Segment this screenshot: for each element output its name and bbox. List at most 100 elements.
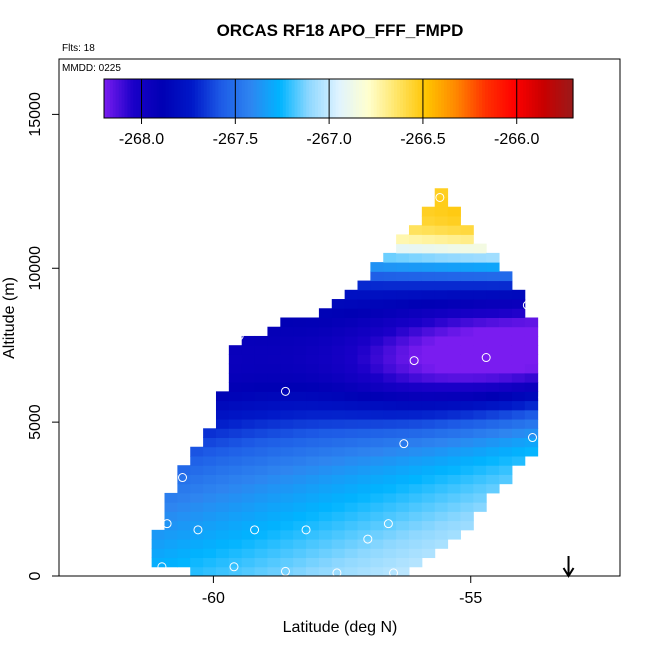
colorbar-swatch: [487, 79, 492, 118]
heatmap-cell: [434, 225, 449, 235]
heatmap-cell: [203, 492, 217, 503]
heatmap-cell: [241, 428, 256, 439]
heatmap-cell: [306, 465, 320, 475]
heatmap-cell: [370, 529, 384, 540]
heatmap-cell: [396, 391, 410, 402]
heatmap-cell: [499, 372, 513, 383]
heatmap-cell: [254, 419, 268, 429]
heatmap-cell: [421, 520, 436, 531]
heatmap-cell: [241, 492, 256, 503]
heatmap-cell: [434, 492, 449, 503]
heatmap-cell: [344, 409, 359, 420]
heatmap-cell: [331, 335, 346, 346]
heatmap-cell: [370, 511, 384, 522]
heatmap-cell: [306, 529, 320, 540]
heatmap-cell: [228, 520, 243, 531]
heatmap-cell: [421, 446, 436, 457]
heatmap-cell: [370, 428, 384, 439]
heatmap-cell: [293, 345, 307, 355]
heatmap-cell: [473, 262, 487, 272]
heatmap-cell: [473, 419, 487, 429]
heatmap-cell: [421, 455, 436, 466]
flight-point: [399, 439, 409, 449]
colorbar-swatch: [127, 79, 131, 118]
heatmap-cell: [280, 419, 294, 429]
heatmap-cell: [357, 345, 371, 355]
heatmap-cell: [434, 529, 449, 540]
heatmap-cell: [190, 455, 204, 466]
heatmap-cell: [421, 409, 436, 420]
colorbar-swatch: [191, 79, 196, 118]
heatmap-cell: [318, 539, 333, 549]
heatmap-cell: [396, 511, 410, 522]
heatmap-cell: [241, 474, 256, 485]
heatmap-cell: [203, 520, 217, 531]
heatmap-cell: [511, 289, 526, 300]
heatmap-cell: [254, 483, 268, 494]
heatmap-cell: [241, 566, 256, 577]
heatmap-cell: [447, 372, 461, 383]
heatmap-cell: [499, 419, 513, 429]
colorbar-swatch: [241, 79, 246, 118]
heatmap-cell: [331, 299, 346, 309]
heatmap-cell: [460, 446, 474, 457]
heatmap-cell: [254, 502, 268, 512]
heatmap-cell: [447, 382, 461, 392]
colorbar-swatch: [268, 79, 272, 118]
heatmap-cell: [203, 465, 217, 475]
colorbar-swatch: [221, 79, 225, 118]
heatmap-cell: [473, 252, 487, 263]
heatmap-cell: [408, 557, 423, 568]
heatmap-cell: [370, 539, 384, 549]
heatmap-cell: [331, 345, 346, 355]
heatmap-cell: [447, 437, 461, 448]
heatmap-cell: [421, 437, 436, 448]
heatmap-cell: [383, 465, 397, 475]
heatmap-cell: [241, 557, 256, 568]
heatmap-cell: [383, 529, 397, 540]
heatmap-cell: [434, 354, 449, 365]
heatmap-cell: [203, 455, 217, 466]
heatmap-cell: [293, 409, 307, 420]
colorbar-swatch: [244, 79, 249, 118]
heatmap-cell: [228, 548, 243, 559]
heatmap-cells: [151, 188, 539, 577]
heatmap-cell: [473, 483, 487, 494]
colorbar-swatch: [177, 79, 181, 118]
heatmap-cell: [473, 354, 487, 365]
colorbar-swatch: [540, 79, 545, 118]
heatmap-cell: [331, 446, 346, 457]
heatmap-cell: [177, 483, 191, 494]
heatmap-cell: [473, 243, 487, 254]
heatmap-cell: [357, 354, 371, 365]
heatmap-cell: [241, 502, 256, 512]
heatmap-cell: [357, 391, 371, 402]
heatmap-cell: [228, 363, 243, 374]
heatmap-cell: [267, 511, 281, 522]
heatmap-cell: [383, 308, 397, 318]
heatmap-cell: [421, 363, 436, 374]
heatmap-cell: [396, 335, 410, 346]
colorbar-swatch: [165, 79, 170, 118]
heatmap-cell: [370, 262, 384, 272]
heatmap-cell: [293, 474, 307, 485]
heatmap-cell: [241, 520, 256, 531]
heatmap-cell: [511, 428, 526, 439]
heatmap-cell: [357, 428, 371, 439]
heatmap-cell: [293, 566, 307, 577]
heatmap-cell: [396, 243, 410, 254]
heatmap-cell: [254, 455, 268, 466]
flight-point: [234, 331, 244, 341]
heatmap-cell: [486, 363, 500, 374]
heatmap-cell: [228, 437, 243, 448]
heatmap-cell: [524, 335, 539, 346]
heatmap-cell: [280, 566, 294, 577]
colorbar-swatch: [112, 79, 117, 118]
heatmap-cell: [383, 437, 397, 448]
heatmap-cell: [511, 308, 526, 318]
heatmap-cell: [408, 520, 423, 531]
heatmap-cell: [228, 483, 243, 494]
heatmap-cell: [473, 492, 487, 503]
colorbar-swatch: [186, 79, 190, 118]
heatmap-cell: [499, 465, 513, 475]
